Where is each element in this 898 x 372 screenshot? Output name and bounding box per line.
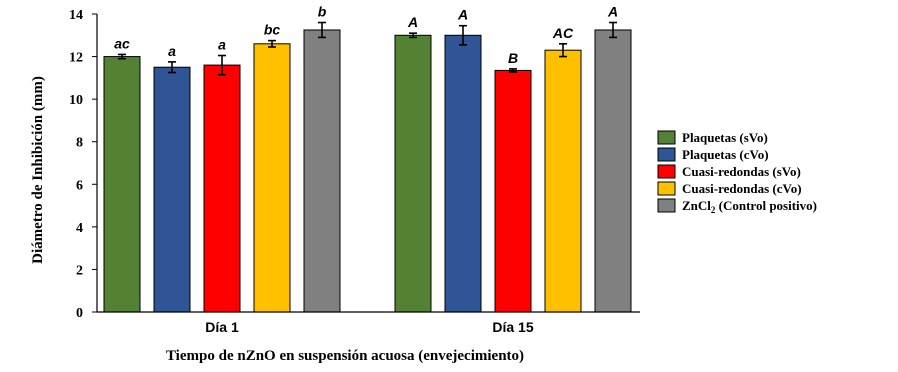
y-tick-label: 12 bbox=[69, 51, 83, 66]
bar bbox=[394, 34, 432, 313]
legend-swatch bbox=[657, 147, 676, 162]
legend-swatch bbox=[657, 130, 676, 145]
bar bbox=[203, 64, 241, 313]
y-tick-label: 4 bbox=[76, 221, 83, 236]
x-axis-title: Tiempo de nZnO en suspensión acuosa (env… bbox=[166, 348, 524, 364]
y-tick-label: 10 bbox=[69, 93, 83, 108]
significance-label: B bbox=[508, 50, 518, 66]
significance-label: AC bbox=[552, 25, 574, 41]
significance-label: ac bbox=[114, 35, 130, 51]
y-tick-label: 2 bbox=[76, 263, 83, 278]
bar bbox=[103, 56, 141, 313]
significance-label: a bbox=[218, 37, 226, 53]
bar bbox=[153, 66, 191, 313]
legend: Plaquetas (sVo) Plaquetas (cVo) Cuasi-redo… bbox=[657, 130, 817, 215]
bar bbox=[303, 29, 341, 313]
legend-swatch bbox=[657, 181, 676, 196]
bars-layer: ac a a bc b A A B AC A bbox=[103, 4, 632, 313]
significance-label: bc bbox=[264, 22, 281, 38]
legend-label: Cuasi-redondas (cVo) bbox=[682, 181, 802, 196]
x-tick-label: Día 15 bbox=[492, 319, 533, 335]
legend-label: Plaquetas (cVo) bbox=[682, 147, 769, 162]
axes-layer: 0 2 4 6 8 10 12 14 Día 1 Día 15 bbox=[69, 8, 640, 335]
bar bbox=[444, 34, 482, 313]
legend-swatch bbox=[657, 164, 676, 179]
bar bbox=[253, 43, 291, 313]
significance-label: A bbox=[457, 7, 468, 23]
y-tick-label: 8 bbox=[76, 136, 83, 151]
bar bbox=[544, 49, 582, 313]
y-axis-title: Diámetro de Inhibición (mm) bbox=[30, 76, 46, 264]
bar bbox=[494, 69, 532, 313]
legend-label: ZnCl2 (Control positivo) bbox=[682, 198, 817, 215]
bar bbox=[594, 29, 632, 313]
significance-label: A bbox=[407, 14, 418, 30]
y-tick-label: 14 bbox=[69, 8, 83, 23]
legend-swatch bbox=[657, 198, 676, 213]
significance-label: b bbox=[318, 4, 327, 20]
x-tick-label: Día 1 bbox=[205, 319, 239, 335]
legend-label: Cuasi-redondas (sVo) bbox=[682, 164, 801, 179]
y-tick-label: 6 bbox=[76, 178, 83, 193]
legend-label: Plaquetas (sVo) bbox=[682, 130, 768, 145]
y-tick-label: 0 bbox=[76, 306, 83, 321]
significance-label: a bbox=[168, 43, 176, 59]
significance-label: A bbox=[607, 4, 618, 20]
